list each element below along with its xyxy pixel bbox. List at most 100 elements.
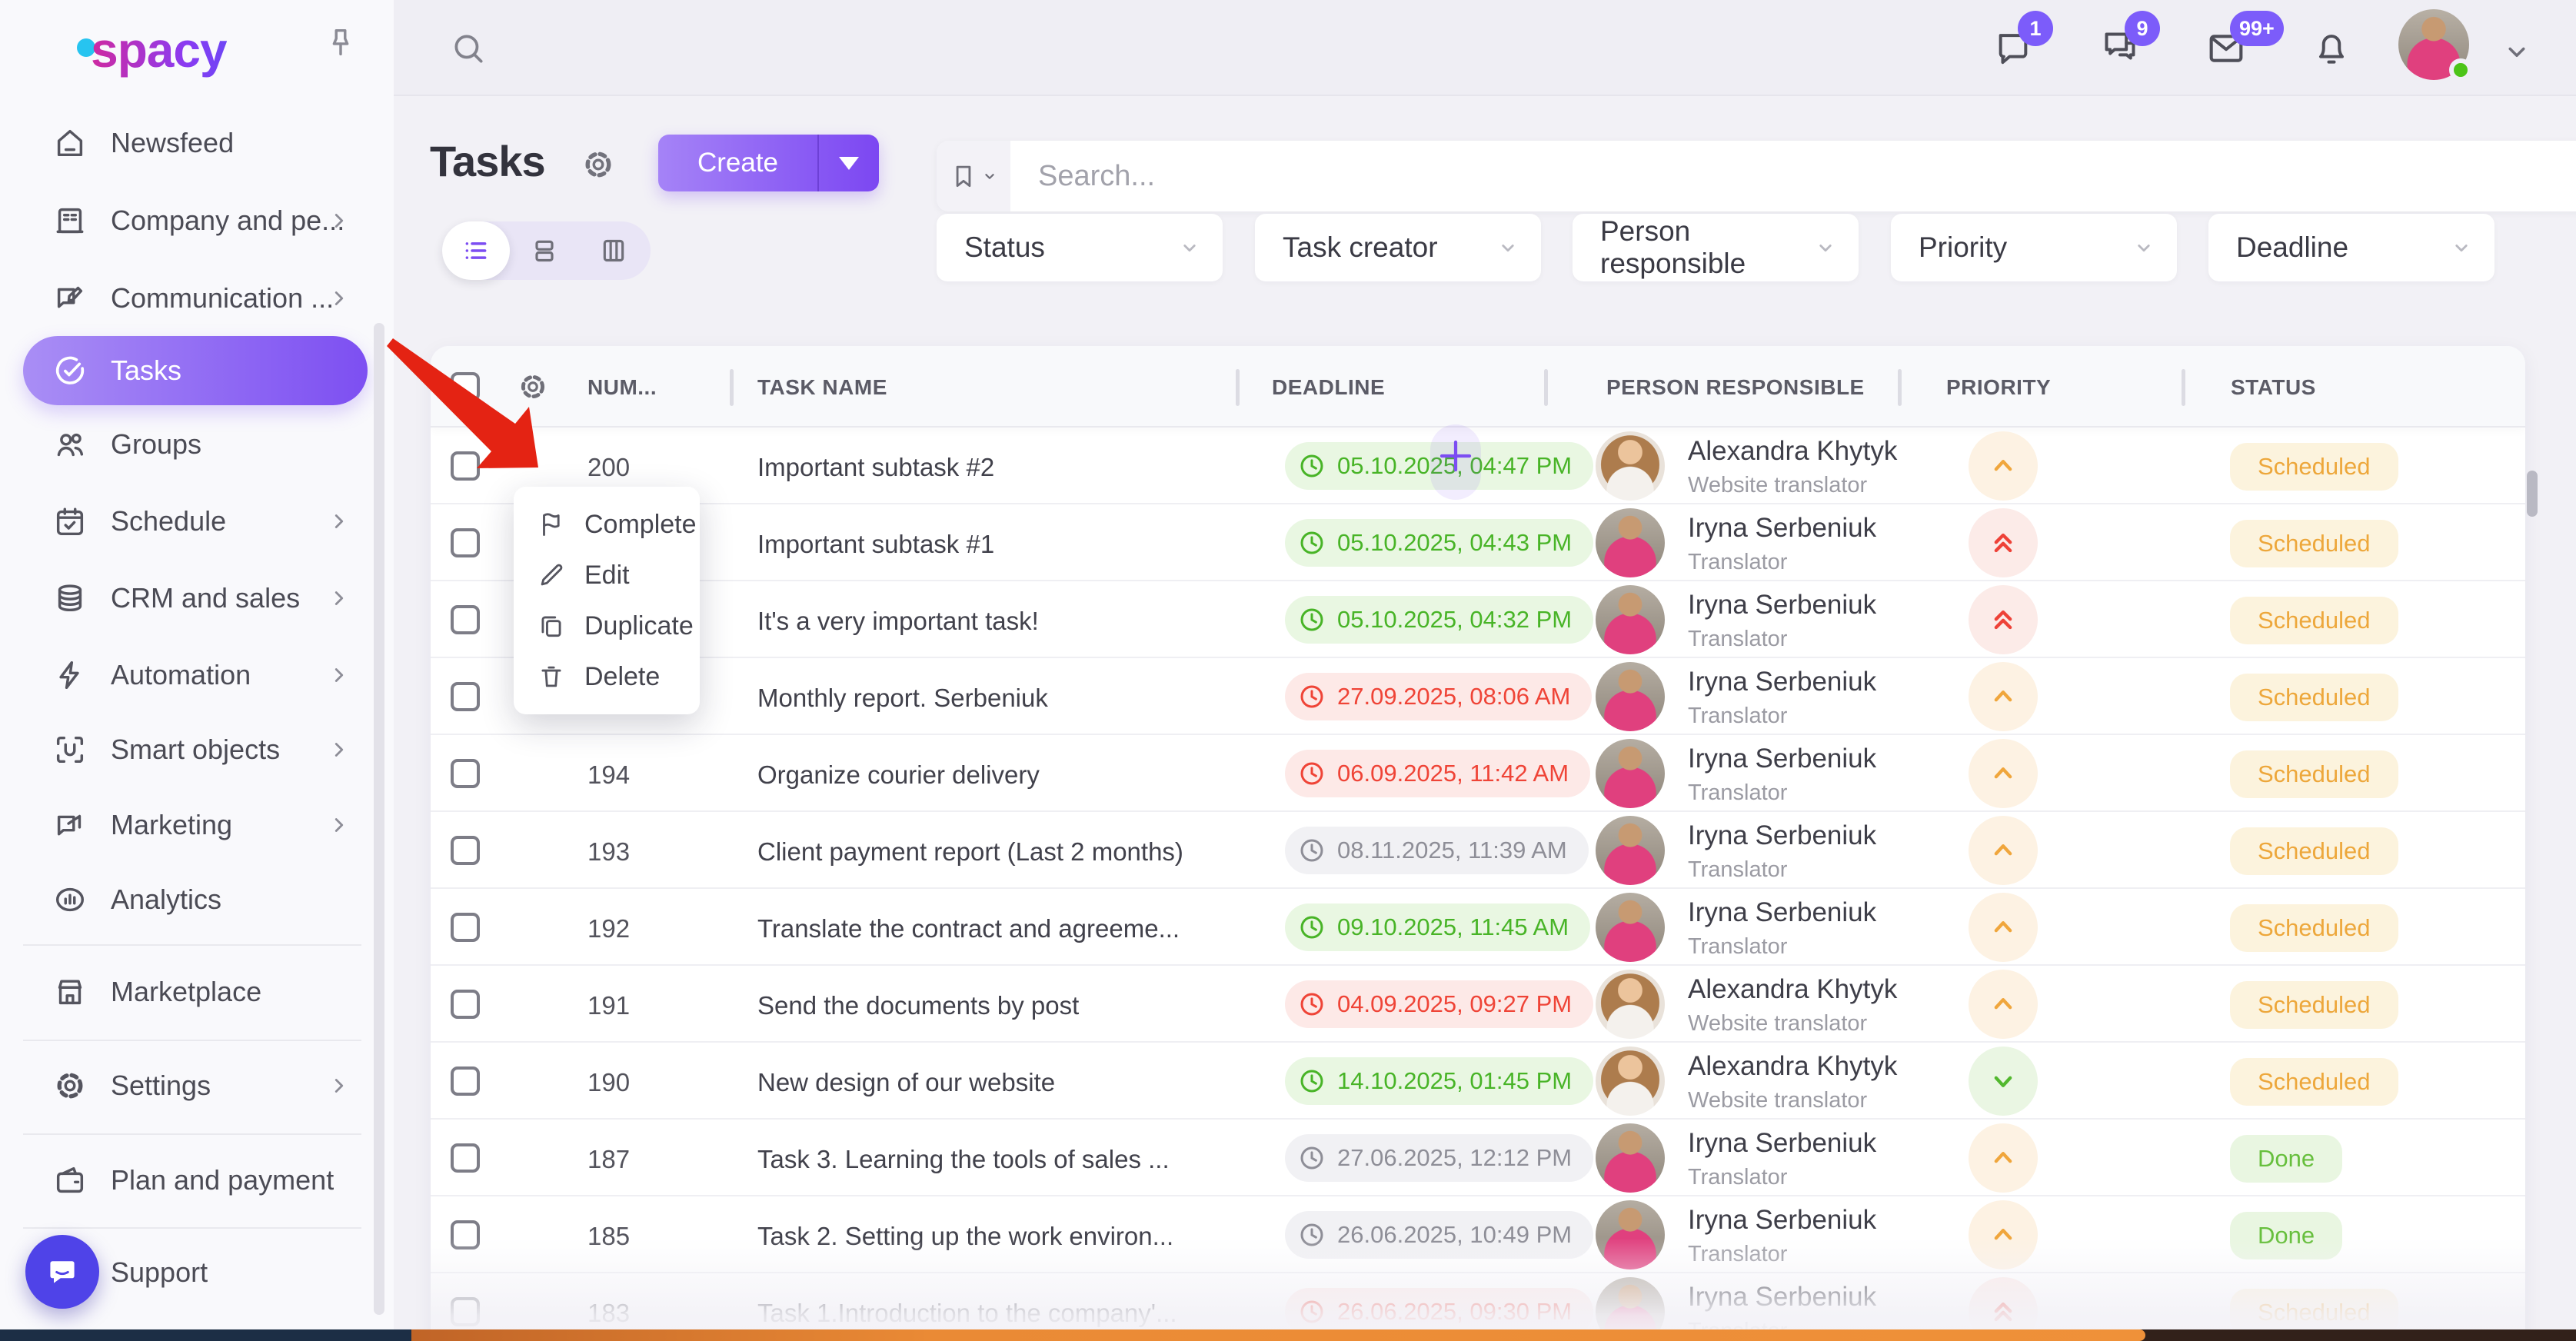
- person-role: Website translator: [1688, 1011, 1868, 1036]
- support-chat-widget[interactable]: [25, 1235, 99, 1309]
- wallet-icon: [52, 1163, 88, 1198]
- uspacy-logo[interactable]: U spacy: [43, 15, 228, 83]
- table-row[interactable]: 200 Important subtask #2 05.10.2025, 04:…: [431, 428, 2525, 504]
- filter-person-responsible[interactable]: Person responsible: [1573, 214, 1859, 281]
- sidebar-item-automation[interactable]: Automation: [23, 647, 368, 703]
- select-all-checkbox[interactable]: [451, 372, 480, 401]
- sidebar-item-newsfeed[interactable]: Newsfeed: [23, 115, 368, 171]
- board-view-button[interactable]: [579, 235, 648, 266]
- task-name[interactable]: Translate the contract and agreeme...: [757, 914, 1180, 943]
- desktop-strip-orange: [411, 1329, 2145, 1341]
- create-button[interactable]: Create: [658, 135, 879, 191]
- context-menu-item-duplicate[interactable]: Duplicate: [514, 601, 700, 651]
- task-name[interactable]: Important subtask #1: [757, 530, 995, 558]
- table-row[interactable]: 192 Translate the contract and agreeme..…: [431, 889, 2525, 966]
- task-name[interactable]: New design of our website: [757, 1068, 1056, 1096]
- chevron-down-icon: [1814, 236, 1837, 259]
- sidebar-item-analytics[interactable]: Analytics: [23, 872, 368, 927]
- task-name[interactable]: Client payment report (Last 2 months): [757, 837, 1183, 866]
- context-menu-item-edit[interactable]: Edit: [514, 550, 700, 601]
- tasks-settings-gear-icon[interactable]: [581, 147, 616, 182]
- table-row[interactable]: 191 Send the documents by post 04.09.202…: [431, 966, 2525, 1043]
- table-row[interactable]: 193 Client payment report (Last 2 months…: [431, 812, 2525, 889]
- columns-settings-gear-icon[interactable]: [517, 371, 549, 403]
- task-name[interactable]: Send the documents by post: [757, 991, 1080, 1020]
- sidebar-scrollbar[interactable]: [374, 323, 384, 1315]
- sidebar-item-plan-and-payment[interactable]: Plan and payment: [23, 1153, 368, 1208]
- table-row[interactable]: 194 Organize courier delivery 06.09.2025…: [431, 735, 2525, 812]
- task-name[interactable]: Important subtask #2: [757, 453, 995, 481]
- row-checkbox[interactable]: [451, 1143, 480, 1173]
- search-input[interactable]: Search...: [1038, 159, 1156, 192]
- sidebar-item-marketplace[interactable]: Marketplace: [23, 964, 368, 1020]
- table-row[interactable]: 187 Task 3. Learning the tools of sales …: [431, 1120, 2525, 1196]
- deadline-text: 09.10.2025, 11:45 AM: [1337, 913, 1569, 940]
- context-menu-item-complete[interactable]: Complete: [514, 499, 700, 550]
- table-row[interactable]: 185 Task 2. Setting up the work environ.…: [431, 1196, 2525, 1273]
- table-row[interactable]: Important subtask #1 05.10.2025, 04:43 P…: [431, 504, 2525, 581]
- pin-sidebar-icon[interactable]: [323, 25, 358, 60]
- column-separator[interactable]: [1544, 369, 1548, 406]
- row-checkbox[interactable]: [451, 990, 480, 1019]
- account-menu-chevron-icon[interactable]: [2501, 35, 2533, 68]
- sidebar-item-marketing[interactable]: Marketing: [23, 797, 368, 853]
- sidebar-item-smart-objects[interactable]: Smart objects: [23, 722, 368, 777]
- row-checkbox[interactable]: [451, 759, 480, 788]
- row-checkbox[interactable]: [451, 836, 480, 865]
- list-view-button[interactable]: [442, 221, 510, 280]
- filter-task-creator[interactable]: Task creator: [1255, 214, 1541, 281]
- sidebar-item-groups[interactable]: Groups: [23, 417, 368, 472]
- row-checkbox[interactable]: [451, 451, 480, 481]
- sidebar-item-schedule[interactable]: Schedule: [23, 494, 368, 549]
- clock-icon: [1300, 839, 1323, 862]
- column-separator[interactable]: [730, 369, 734, 406]
- person-cell: Iryna Serbeniuk Translator: [1688, 513, 1876, 575]
- task-name[interactable]: Task 3. Learning the tools of sales ...: [757, 1145, 1170, 1173]
- chat-icon[interactable]: 1: [1992, 11, 2053, 69]
- mail-icon[interactable]: 99+: [2204, 11, 2284, 71]
- task-name[interactable]: It's a very important task!: [757, 607, 1039, 635]
- group-chat-icon[interactable]: 9: [2098, 11, 2160, 69]
- filter-status[interactable]: Status: [937, 214, 1223, 281]
- saved-filters-bookmark-button[interactable]: [937, 141, 1010, 211]
- person-name: Iryna Serbeniuk: [1688, 590, 1877, 620]
- table-row[interactable]: 190 New design of our website 14.10.2025…: [431, 1043, 2525, 1120]
- sidebar-item-communication[interactable]: Communication ...: [23, 271, 368, 326]
- priority-badge: [1969, 816, 2038, 885]
- filter-deadline[interactable]: Deadline: [2208, 214, 2494, 281]
- row-checkbox[interactable]: [451, 605, 480, 634]
- person-name: Iryna Serbeniuk: [1688, 897, 1877, 927]
- task-name[interactable]: Task 1.Introduction to the company'...: [757, 1299, 1177, 1327]
- sidebar-item-tasks[interactable]: Tasks: [23, 336, 368, 405]
- table-row[interactable]: Monthly report. Serbeniuk 27.09.2025, 08…: [431, 658, 2525, 735]
- task-name[interactable]: Monthly report. Serbeniuk: [757, 684, 1048, 712]
- global-search-icon[interactable]: [449, 29, 488, 68]
- column-separator[interactable]: [1236, 369, 1240, 406]
- user-avatar[interactable]: [2398, 9, 2472, 82]
- context-menu-item-delete[interactable]: Delete: [514, 651, 700, 702]
- row-checkbox[interactable]: [451, 1066, 480, 1096]
- row-checkbox[interactable]: [451, 682, 480, 711]
- notifications-bell-icon[interactable]: [2310, 26, 2353, 69]
- create-button-label[interactable]: Create: [697, 148, 779, 178]
- row-checkbox[interactable]: [451, 913, 480, 942]
- table-row[interactable]: It's a very important task! 05.10.2025, …: [431, 581, 2525, 658]
- column-separator[interactable]: [1898, 369, 1902, 406]
- column-separator[interactable]: [2182, 369, 2185, 406]
- rows-view-button[interactable]: [510, 235, 579, 266]
- task-name[interactable]: Organize courier delivery: [757, 760, 1040, 789]
- sidebar-item-settings[interactable]: Settings: [23, 1058, 368, 1113]
- person-role: Translator: [1688, 1242, 1788, 1266]
- row-checkbox[interactable]: [451, 1220, 480, 1249]
- task-name[interactable]: Task 2. Setting up the work environ...: [757, 1222, 1174, 1250]
- row-checkbox[interactable]: [451, 528, 480, 557]
- sidebar-item-company-and-people[interactable]: Company and pe...: [23, 193, 368, 248]
- deadline-badge: 05.10.2025, 04:47 PM: [1285, 442, 1594, 490]
- sidebar-item-crm-and-sales[interactable]: CRM and sales: [23, 571, 368, 626]
- filter-priority[interactable]: Priority: [1891, 214, 2177, 281]
- row-checkbox[interactable]: [451, 1297, 480, 1326]
- table-scrollbar[interactable]: [2527, 471, 2538, 517]
- quick-add-button[interactable]: [1430, 424, 1481, 500]
- chevron-down-icon: [1178, 236, 1201, 259]
- create-dropdown-arrow[interactable]: [817, 135, 879, 191]
